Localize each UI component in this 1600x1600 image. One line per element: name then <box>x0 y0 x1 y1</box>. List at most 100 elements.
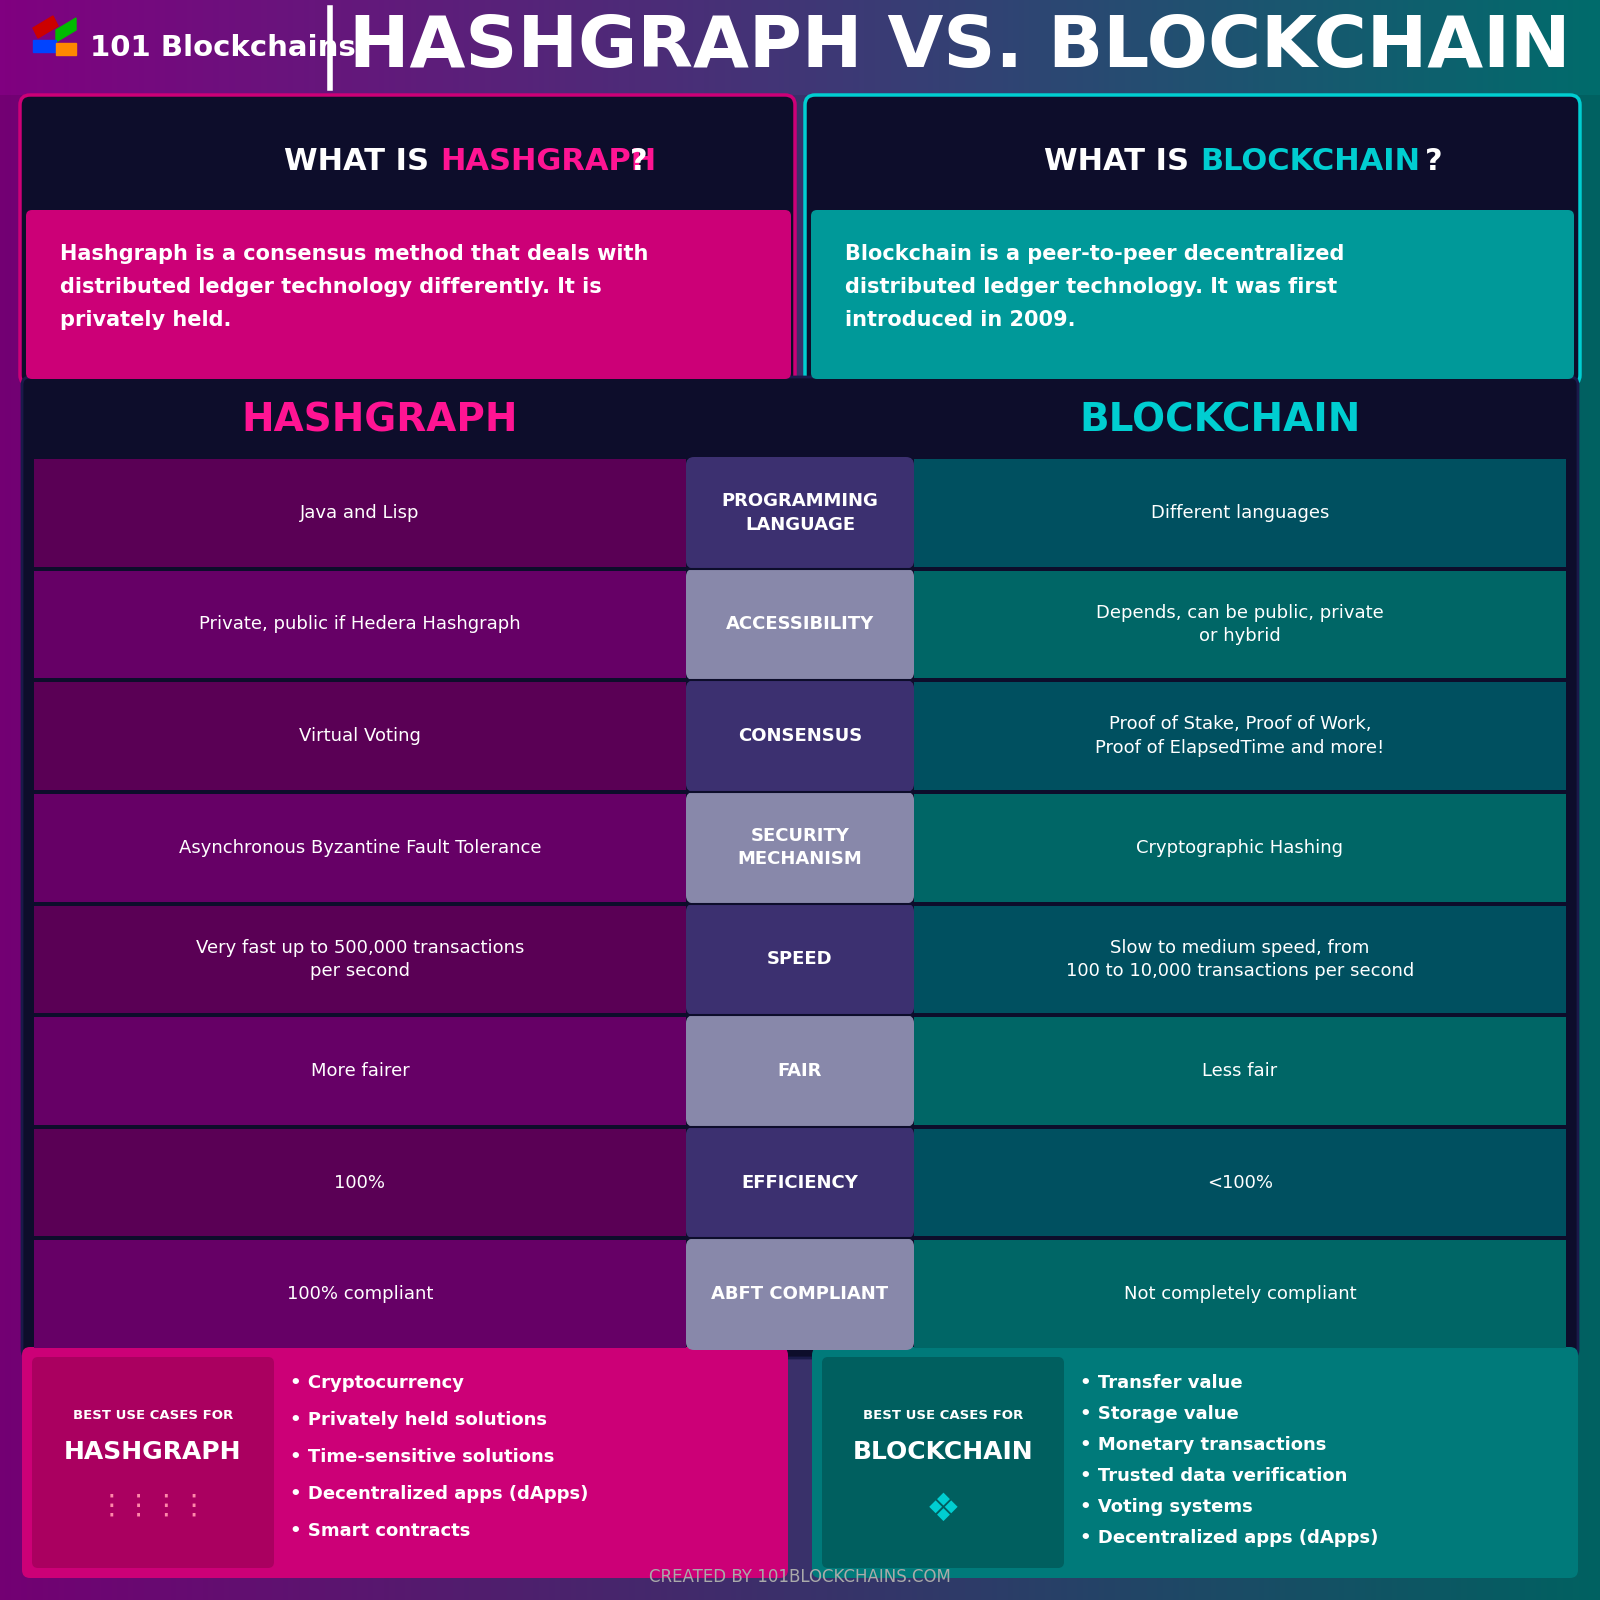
Bar <box>1339 0 1346 1600</box>
Text: <100%: <100% <box>1206 1173 1274 1192</box>
Bar <box>155 0 162 1600</box>
Bar <box>34 794 686 901</box>
Bar <box>1536 0 1544 1600</box>
Bar <box>1595 0 1600 94</box>
Bar <box>331 0 338 94</box>
Bar <box>240 0 248 1600</box>
Bar <box>0 0 8 1600</box>
Bar <box>752 0 760 94</box>
Bar <box>485 0 493 94</box>
Bar <box>1104 0 1112 1600</box>
Bar <box>1259 0 1266 94</box>
Bar <box>1051 0 1058 94</box>
Bar <box>944 0 952 94</box>
Bar <box>261 0 269 94</box>
Bar <box>1488 0 1496 94</box>
Bar <box>21 0 29 1600</box>
Bar <box>176 0 184 1600</box>
Bar <box>1120 0 1128 1600</box>
Bar <box>1099 0 1106 94</box>
Bar <box>1451 0 1458 94</box>
Bar <box>160 0 168 94</box>
Bar <box>1365 0 1373 94</box>
Bar <box>544 0 552 94</box>
Bar <box>1323 0 1330 1600</box>
Bar <box>624 0 632 1600</box>
Bar <box>992 0 1000 94</box>
Bar <box>309 0 317 1600</box>
Bar <box>741 0 749 1600</box>
Bar <box>1152 0 1160 1600</box>
Bar <box>539 0 546 94</box>
Bar <box>459 0 466 1600</box>
Bar <box>1328 0 1336 94</box>
Bar <box>1461 0 1469 94</box>
Bar <box>1525 0 1533 94</box>
Bar <box>1003 0 1010 94</box>
Text: • Decentralized apps (dApps): • Decentralized apps (dApps) <box>290 1485 589 1502</box>
Text: 101 Blockchains: 101 Blockchains <box>90 34 355 62</box>
Bar <box>267 0 274 1600</box>
Bar <box>1013 0 1021 94</box>
Bar <box>437 0 445 1600</box>
Bar <box>133 0 141 1600</box>
Bar <box>917 0 925 1600</box>
Bar <box>1381 0 1389 1600</box>
Bar <box>896 0 904 94</box>
Bar <box>667 0 674 1600</box>
Bar <box>85 0 93 1600</box>
Bar <box>315 0 322 94</box>
Bar <box>560 0 568 94</box>
FancyBboxPatch shape <box>26 210 790 379</box>
Bar <box>357 0 365 1600</box>
Bar <box>1072 0 1080 1600</box>
Bar <box>1344 0 1352 1600</box>
Bar <box>1333 0 1341 1600</box>
Bar <box>416 0 424 1600</box>
Bar <box>1408 0 1416 94</box>
Bar <box>1349 0 1357 94</box>
Bar <box>640 0 648 94</box>
Bar <box>64 0 72 1600</box>
Bar <box>914 682 1566 790</box>
Bar <box>1477 0 1485 94</box>
Bar <box>800 0 808 94</box>
Bar <box>1227 0 1234 94</box>
Bar <box>645 0 653 1600</box>
Polygon shape <box>34 40 56 51</box>
Bar <box>176 0 184 94</box>
Text: Less fair: Less fair <box>1202 1062 1278 1080</box>
Bar <box>133 0 141 94</box>
Bar <box>256 0 264 94</box>
Bar <box>677 0 685 1600</box>
Bar <box>517 0 525 1600</box>
Bar <box>725 0 733 1600</box>
Bar <box>699 0 706 94</box>
Bar <box>64 0 72 94</box>
Bar <box>923 0 930 94</box>
Bar <box>224 0 232 94</box>
Bar <box>1248 0 1256 94</box>
Bar <box>34 906 686 1013</box>
Bar <box>197 0 205 1600</box>
Bar <box>1083 0 1090 94</box>
Bar <box>1520 0 1528 94</box>
Bar <box>34 459 686 566</box>
Bar <box>277 0 285 1600</box>
Bar <box>1291 0 1298 1600</box>
Bar <box>155 0 162 94</box>
Bar <box>245 0 253 94</box>
Bar <box>1157 0 1165 1600</box>
Bar <box>229 0 237 94</box>
Bar <box>1232 0 1240 94</box>
Bar <box>1381 0 1389 94</box>
Bar <box>1285 0 1293 1600</box>
Bar <box>1232 0 1240 1600</box>
Bar <box>411 0 418 1600</box>
Bar <box>1237 0 1245 94</box>
Bar <box>1040 0 1048 1600</box>
Bar <box>976 0 984 94</box>
Bar <box>1200 0 1208 1600</box>
Bar <box>1184 0 1192 1600</box>
Bar <box>1296 0 1304 1600</box>
